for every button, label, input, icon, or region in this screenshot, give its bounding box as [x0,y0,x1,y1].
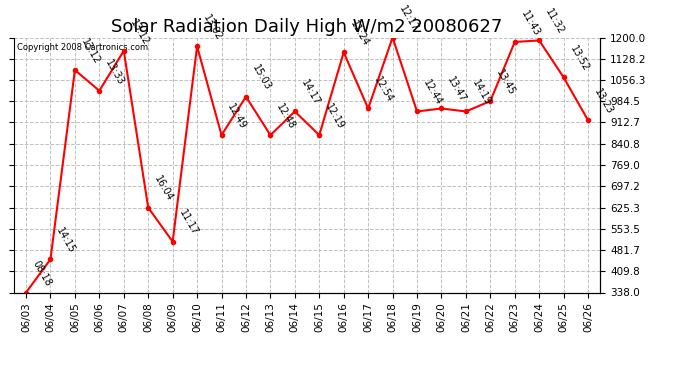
Text: 12:44: 12:44 [421,78,444,107]
Text: 13:52: 13:52 [568,44,591,73]
Text: Copyright 2008 Cartronics.com: Copyright 2008 Cartronics.com [17,43,148,52]
Text: 15:03: 15:03 [250,63,273,93]
Text: 13:12: 13:12 [79,37,101,66]
Text: 12:17: 12:17 [397,4,420,33]
Text: 13:33: 13:33 [104,57,126,87]
Text: 11:43: 11:43 [519,9,542,38]
Text: 08:18: 08:18 [30,259,52,288]
Text: 13:02: 13:02 [201,13,224,42]
Text: 12:19: 12:19 [324,102,346,131]
Text: 13:45: 13:45 [495,68,517,97]
Text: 16:04: 16:04 [152,174,175,203]
Text: 11:24: 11:24 [348,19,371,48]
Text: 14:19: 14:19 [470,78,493,107]
Text: 14:17: 14:17 [299,78,322,107]
Text: 13:23: 13:23 [592,87,615,116]
Text: 12:49: 12:49 [226,102,248,131]
Text: 11:17: 11:17 [177,208,199,237]
Text: 14:15: 14:15 [55,226,77,255]
Text: 13:47: 13:47 [446,75,469,104]
Text: 13:12: 13:12 [128,18,150,46]
Text: 12:54: 12:54 [373,75,395,104]
Text: 11:32: 11:32 [543,7,566,36]
Title: Solar Radiation Daily High W/m2 20080627: Solar Radiation Daily High W/m2 20080627 [111,18,503,36]
Text: 12:48: 12:48 [275,102,297,131]
